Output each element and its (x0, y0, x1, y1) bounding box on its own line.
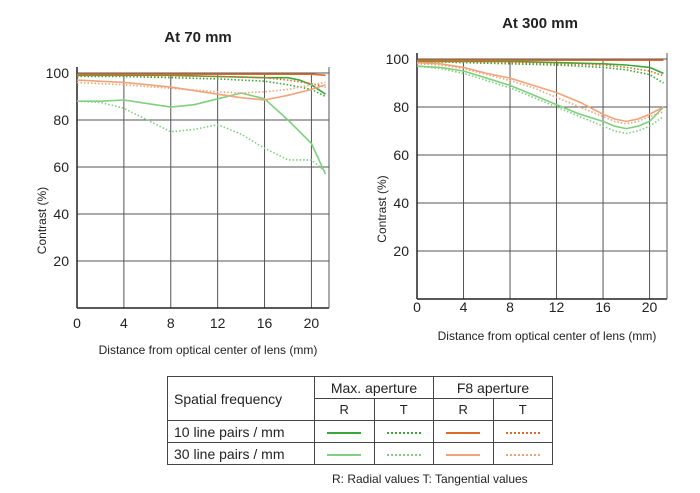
series-line-max_t10 (77, 75, 326, 98)
series-line-f8_r30 (76, 79, 326, 101)
legend-sub-t: T (373, 398, 434, 421)
y-axis-label: Contrast (%) (35, 187, 49, 254)
y-tick-label: 100 (386, 51, 410, 67)
y-tick-label: 100 (46, 65, 70, 81)
x-tick-label: 16 (257, 315, 273, 331)
legend-group-max-aperture: Max. aperture (314, 376, 434, 399)
legend-sub-r: R (314, 398, 375, 421)
legend-swatch-f8-r10 (433, 420, 494, 443)
legend-row-10lp: 10 line pairs / mm (167, 420, 315, 443)
x-tick-label: 20 (642, 299, 658, 315)
legend-swatch-max-t30 (373, 442, 434, 465)
chart-panel-2: At 300 mm 20 40 60 80 100 0 4 8 12 16 20 Distance fr… (375, 15, 668, 343)
x-tick-label: 8 (167, 315, 175, 331)
legend-header-label: Spatial frequency (167, 376, 315, 421)
legend-swatch-f8-t30 (492, 442, 553, 465)
series-line-f8_t10 (417, 60, 664, 77)
y-tick-label: 40 (53, 206, 69, 222)
x-tick-label: 0 (413, 299, 421, 315)
series-line-max_r30 (416, 65, 665, 130)
x-tick-label: 12 (210, 315, 226, 331)
y-tick-label: 80 (393, 99, 409, 115)
series-line-f8_t30 (416, 63, 664, 125)
x-tick-label: 12 (549, 299, 565, 315)
x-tick-label: 0 (73, 315, 81, 331)
chart-title: At 70 mm (164, 29, 232, 46)
series-line-f8_r10 (77, 73, 326, 77)
y-tick-label: 20 (53, 253, 69, 269)
legend-row-30lp: 30 line pairs / mm (167, 442, 315, 465)
series-line-max_r30 (77, 92, 327, 175)
legend-group-f8-aperture: F8 aperture (433, 376, 553, 399)
y-tick-label: 60 (53, 159, 69, 175)
y-tick-label: 40 (393, 195, 409, 211)
legend-footnote: R: Radial values T: Tangential values (332, 472, 528, 486)
legend-sub-r: R (433, 398, 494, 421)
chart-title: At 300 mm (502, 15, 578, 32)
x-axis-label: Distance from optical center of lens (mm… (438, 329, 657, 343)
legend-sub-t: T (492, 398, 553, 421)
legend-swatch-max-r30 (314, 442, 375, 465)
x-tick-label: 20 (304, 315, 320, 331)
legend-swatch-f8-r30 (433, 442, 494, 465)
y-tick-label: 60 (393, 147, 409, 163)
y-tick-label: 80 (53, 112, 69, 128)
series-line-max_r10 (77, 74, 326, 95)
x-tick-label: 8 (506, 299, 514, 315)
x-tick-label: 4 (120, 315, 128, 331)
x-tick-label: 4 (460, 299, 468, 315)
series-line-f8_r30 (416, 61, 664, 123)
x-axis-label: Distance from optical center of lens (mm… (99, 343, 318, 357)
series-line-max_r10 (417, 60, 664, 75)
series-line-max_t30 (416, 65, 664, 135)
chart-panel-1: At 70 mm 20 40 60 80 100 0 4 8 12 16 20 Distance fro… (35, 29, 330, 357)
y-tick-label: 20 (393, 243, 409, 259)
y-axis-label: Contrast (%) (375, 175, 389, 242)
legend-swatch-max-t10 (373, 420, 434, 443)
legend-table: Spatial frequency Max. aperture F8 apert… (167, 376, 553, 465)
x-tick-label: 16 (595, 299, 611, 315)
legend-swatch-max-r10 (314, 420, 375, 443)
series-line-max_t30 (76, 100, 327, 173)
legend-swatch-f8-t10 (492, 420, 553, 443)
